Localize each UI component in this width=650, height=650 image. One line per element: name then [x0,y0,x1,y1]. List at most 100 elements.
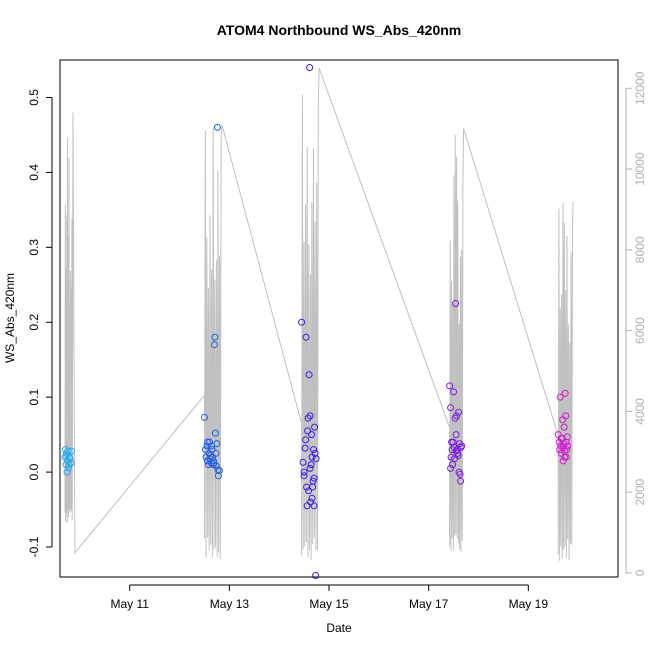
data-point [300,472,308,480]
y2-tick-label: 12000 [633,71,647,105]
data-point [308,494,316,502]
data-point [211,429,219,437]
data-point [447,464,455,472]
data-point [309,477,317,485]
data-point [560,423,568,431]
y-tick-label: 0.0 [27,463,41,480]
right-axis-series-line [64,67,574,561]
y-axis-left: -0.1 0.0 0.1 0.2 0.3 0.4 0.5 [27,89,53,557]
y-tick-label: 0.5 [27,89,41,106]
data-point [201,413,208,421]
data-point [302,436,310,444]
data-point [213,123,221,131]
data-point [307,498,315,506]
plot-frame [59,59,619,578]
data-point [450,388,458,396]
x-axis-label: Date [326,621,352,635]
y-tick-label: 0.4 [27,164,41,181]
secondary-series-path [64,67,574,561]
data-point [449,438,457,446]
data-point [447,453,455,461]
data-point [204,438,211,446]
data-point [310,474,318,482]
y2-tick-label: 4000 [633,398,647,425]
data-point [453,412,461,420]
data-point [557,449,565,457]
y-tick-label: -0.1 [27,536,41,557]
y2-tick-label: 10000 [633,152,647,186]
y2-tick-label: 8000 [633,236,647,263]
x-axis: May 11 May 13 May 15 May 17 May 19 [111,584,549,611]
y2-tick-label: 6000 [633,317,647,344]
data-point [563,446,571,454]
data-point [561,389,569,397]
data-point [557,434,565,442]
data-point [298,318,306,326]
data-point [305,371,313,379]
data-point [209,461,217,469]
y-tick-label: 0.3 [27,239,41,256]
data-point [457,477,465,485]
data-point [562,453,570,461]
y-tick-label: 0.2 [27,314,41,331]
x-tick-label: May 19 [509,597,549,611]
data-point [304,427,312,435]
data-point [454,452,462,460]
data-point [62,452,70,460]
data-point [63,468,71,476]
data-point [312,455,320,463]
data-point [456,440,464,448]
data-point [308,431,316,439]
data-point [300,468,308,476]
data-point [308,453,316,461]
data-point [210,459,218,467]
data-point [306,412,314,420]
data-point [211,333,219,341]
scatter-points [61,64,572,579]
data-point [562,412,570,420]
data-point [455,408,463,416]
data-point [458,442,466,450]
data-point [452,447,460,455]
data-point [562,438,570,446]
data-point [304,414,312,422]
data-point [305,487,313,495]
data-point [456,470,464,478]
data-point [208,442,215,450]
data-point [556,393,564,401]
y-axis-label: WS_Abs_420nm [3,273,17,363]
data-point [447,404,455,412]
y2-tick-label: 2000 [633,479,647,506]
data-point [206,438,213,446]
data-point [215,467,223,475]
data-point [307,461,315,469]
x-tick-label: May 11 [111,597,150,611]
data-point [212,449,220,457]
data-point [65,464,72,472]
x-tick-label: May 15 [309,597,349,611]
y-tick-label: 0.1 [27,389,41,406]
data-point [306,64,314,71]
data-point [210,341,218,349]
data-point [564,442,572,450]
data-point [310,502,318,510]
x-tick-label: May 17 [409,597,449,611]
data-point [452,300,460,307]
data-point [556,446,564,454]
data-point [302,333,310,341]
chart-title: ATOM4 Northbound WS_Abs_420nm [217,22,462,38]
data-point [452,431,460,439]
y2-tick-label: 0 [633,569,647,576]
data-point [208,446,216,454]
data-point [306,464,314,472]
data-point [310,446,318,454]
data-point [446,382,454,390]
data-point [214,472,222,480]
x-tick-label: May 13 [210,597,250,611]
data-point [448,446,456,454]
data-point [299,458,307,466]
y-axis-right: 0 2000 4000 6000 8000 10000 12000 [625,71,647,576]
data-point [301,444,309,452]
data-point [303,502,311,510]
